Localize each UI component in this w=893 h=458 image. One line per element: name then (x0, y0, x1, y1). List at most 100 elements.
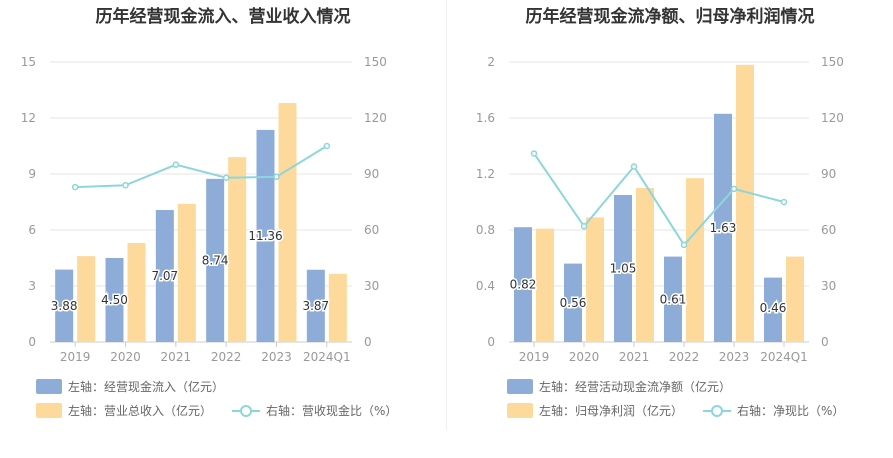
x-tick-label: 2021 (619, 350, 650, 364)
ratio-line (533, 152, 785, 247)
x-tick-label: 2021 (161, 350, 192, 364)
bar-data-label: 4.50 (101, 293, 128, 307)
legend-label: 右轴：营收现金比（%） (266, 404, 398, 418)
legend-item-bar-blue[interactable]: 左轴：经营现金流入（亿元） (36, 378, 224, 395)
bar-secondary (636, 188, 654, 342)
legend-swatch-icon (36, 403, 62, 418)
bar-secondary (177, 203, 196, 342)
bar-primary (256, 129, 275, 342)
chart-title: 历年经营现金流入、营业收入情况 (95, 7, 351, 27)
bar-primary (614, 195, 632, 342)
chart-canvas: 0 0 3 30 6 60 9 90 12 120 15 150 2019 3.88 2020 4.50 202… (21, 55, 387, 364)
x-tick-label: 2022 (669, 350, 700, 364)
ratio-point (273, 173, 280, 181)
y-right-tick-label: 150 (364, 55, 387, 69)
y-right-tick-label: 60 (364, 223, 379, 237)
bar-data-label: 0.56 (560, 296, 587, 310)
legend-label: 左轴：归母净利润（亿元） (539, 404, 684, 418)
bar-data-label: 8.74 (202, 253, 229, 267)
y-left-tick-label: 0 (487, 335, 495, 349)
x-tick-label: 2019 (519, 350, 550, 364)
ratio-line (75, 145, 328, 189)
y-left-tick-label: 1.6 (476, 111, 495, 125)
chart-panel-netcash-profit: 历年经营现金流净额、归母净利润情况 0 0 0.4 30 0.8 60 1.2 90 1.6 12… (447, 0, 893, 458)
y-left-tick-label: 0.4 (476, 279, 495, 293)
y-left-tick-label: 9 (28, 167, 36, 181)
legend-item-bar-orange[interactable]: 左轴：归母净利润（亿元） (507, 402, 683, 419)
bar-primary (155, 210, 174, 342)
legend-item-bar-orange[interactable]: 左轴：营业总收入（亿元） (36, 402, 212, 419)
bar-data-label: 11.36 (248, 229, 282, 243)
legend-item-line[interactable]: 右轴：营收现金比（%） (232, 402, 397, 419)
bar-secondary (586, 217, 604, 342)
bar-data-label: 0.82 (510, 278, 537, 292)
bar-data-label: 3.88 (51, 299, 78, 313)
legend-label: 左轴：经营现金流入（亿元） (68, 380, 225, 394)
bar-data-label: 1.63 (710, 221, 737, 235)
bar-primary (714, 113, 732, 342)
bar-secondary (328, 273, 347, 342)
x-tick-label: 2023 (719, 350, 750, 364)
y-right-tick-label: 0 (821, 335, 829, 349)
legend-line-marker-icon (703, 403, 731, 419)
bar-primary (105, 258, 124, 342)
y-left-tick-label: 15 (21, 55, 36, 69)
legend-swatch-icon (507, 403, 533, 418)
bar-primary (206, 178, 225, 342)
x-tick-label: 2024Q1 (303, 350, 351, 364)
bar-primary (664, 256, 682, 342)
ratio-point (530, 150, 538, 157)
ratio-point (122, 181, 129, 189)
bar-secondary (786, 256, 804, 342)
x-tick-label: 2022 (211, 350, 242, 364)
bar-primary (514, 227, 532, 342)
bar-data-label: 7.07 (151, 269, 178, 283)
chart-title: 历年经营现金流净额、归母净利润情况 (525, 7, 815, 27)
x-tick-label: 2023 (261, 350, 292, 364)
panel-divider (446, 0, 447, 430)
y-right-tick-label: 30 (821, 279, 836, 293)
y-left-tick-label: 12 (21, 111, 36, 125)
legend-item-bar-blue[interactable]: 左轴：经营活动现金流净额（亿元） (507, 378, 731, 395)
bar-primary (306, 269, 325, 342)
bar-primary (764, 277, 782, 342)
legend-swatch-icon (36, 379, 62, 394)
chart-panel-cashflow-revenue: 历年经营现金流入、营业收入情况 0 0 3 30 6 60 9 90 12 120 15 150 201… (0, 0, 446, 458)
ratio-point (172, 161, 180, 168)
y-right-tick-label: 90 (821, 167, 836, 181)
bar-data-label: 3.87 (302, 299, 329, 313)
bar-secondary (228, 157, 247, 342)
bar-secondary (686, 178, 704, 342)
y-left-tick-label: 1.2 (476, 167, 495, 181)
y-left-tick-label: 6 (28, 223, 36, 237)
y-right-tick-label: 0 (364, 335, 372, 349)
y-right-tick-label: 90 (364, 167, 379, 181)
y-right-tick-label: 120 (821, 111, 844, 125)
ratio-point (71, 183, 79, 191)
bar-data-label: 0.46 (760, 301, 787, 315)
y-right-tick-label: 150 (821, 55, 844, 69)
y-left-tick-label: 0.8 (476, 223, 495, 237)
legend-label: 左轴：营业总收入（亿元） (68, 404, 213, 418)
x-tick-label: 2024Q1 (760, 350, 808, 364)
bar-primary (564, 263, 582, 342)
ratio-point (730, 185, 738, 193)
bar-secondary (536, 228, 554, 342)
ratio-point (323, 142, 331, 150)
bar-secondary (736, 64, 754, 343)
ratio-point (680, 241, 688, 249)
y-right-tick-label: 120 (364, 111, 387, 125)
x-tick-label: 2020 (110, 350, 141, 364)
legend-item-line[interactable]: 右轴：净现比（%） (703, 402, 844, 419)
x-tick-label: 2020 (569, 350, 600, 364)
y-right-tick-label: 30 (364, 279, 379, 293)
y-left-tick-label: 3 (28, 279, 36, 293)
legend-line-marker-icon (232, 403, 260, 419)
bar-data-label: 1.05 (610, 262, 637, 276)
chart-canvas: 0 0 0.4 30 0.8 60 1.2 90 1.6 120 2 150 2019 0.82 2020 0… (476, 55, 844, 364)
y-right-tick-label: 60 (821, 223, 836, 237)
y-left-tick-label: 0 (28, 335, 36, 349)
ratio-point (780, 198, 788, 206)
bar-data-label: 0.61 (660, 292, 687, 306)
legend-swatch-icon (507, 379, 533, 394)
